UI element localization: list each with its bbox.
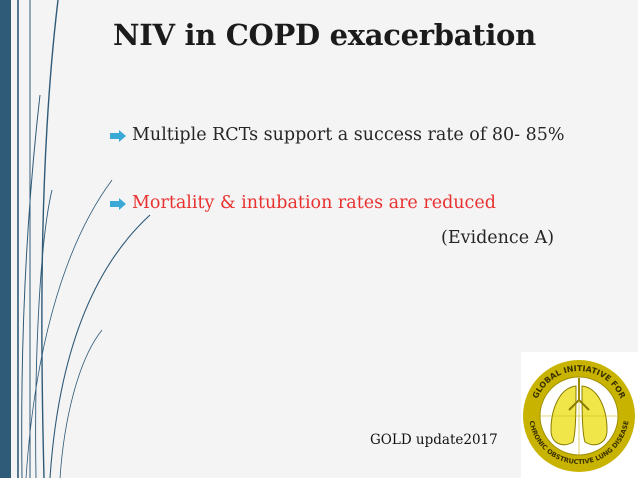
bullet-text: Mortality & intubation rates are reduced [132, 193, 496, 213]
source-citation: GOLD update2017 [370, 432, 498, 448]
bullet-item-mortality: Mortality & intubation rates are reduced [110, 193, 496, 213]
left-accent-bar [0, 0, 11, 478]
arrow-bullet-icon [110, 197, 126, 210]
bullet-item-success-rate: Multiple RCTs support a success rate of … [110, 125, 565, 145]
evidence-level: (Evidence A) [441, 228, 555, 248]
slide-title: NIV in COPD exacerbation [113, 18, 536, 52]
arrow-bullet-icon [110, 129, 126, 142]
gold-logo-icon: GLOBAL INITIATIVE FOR CHRONIC OBSTRUCTIV… [521, 352, 638, 478]
bullet-text: Multiple RCTs support a success rate of … [132, 125, 565, 145]
